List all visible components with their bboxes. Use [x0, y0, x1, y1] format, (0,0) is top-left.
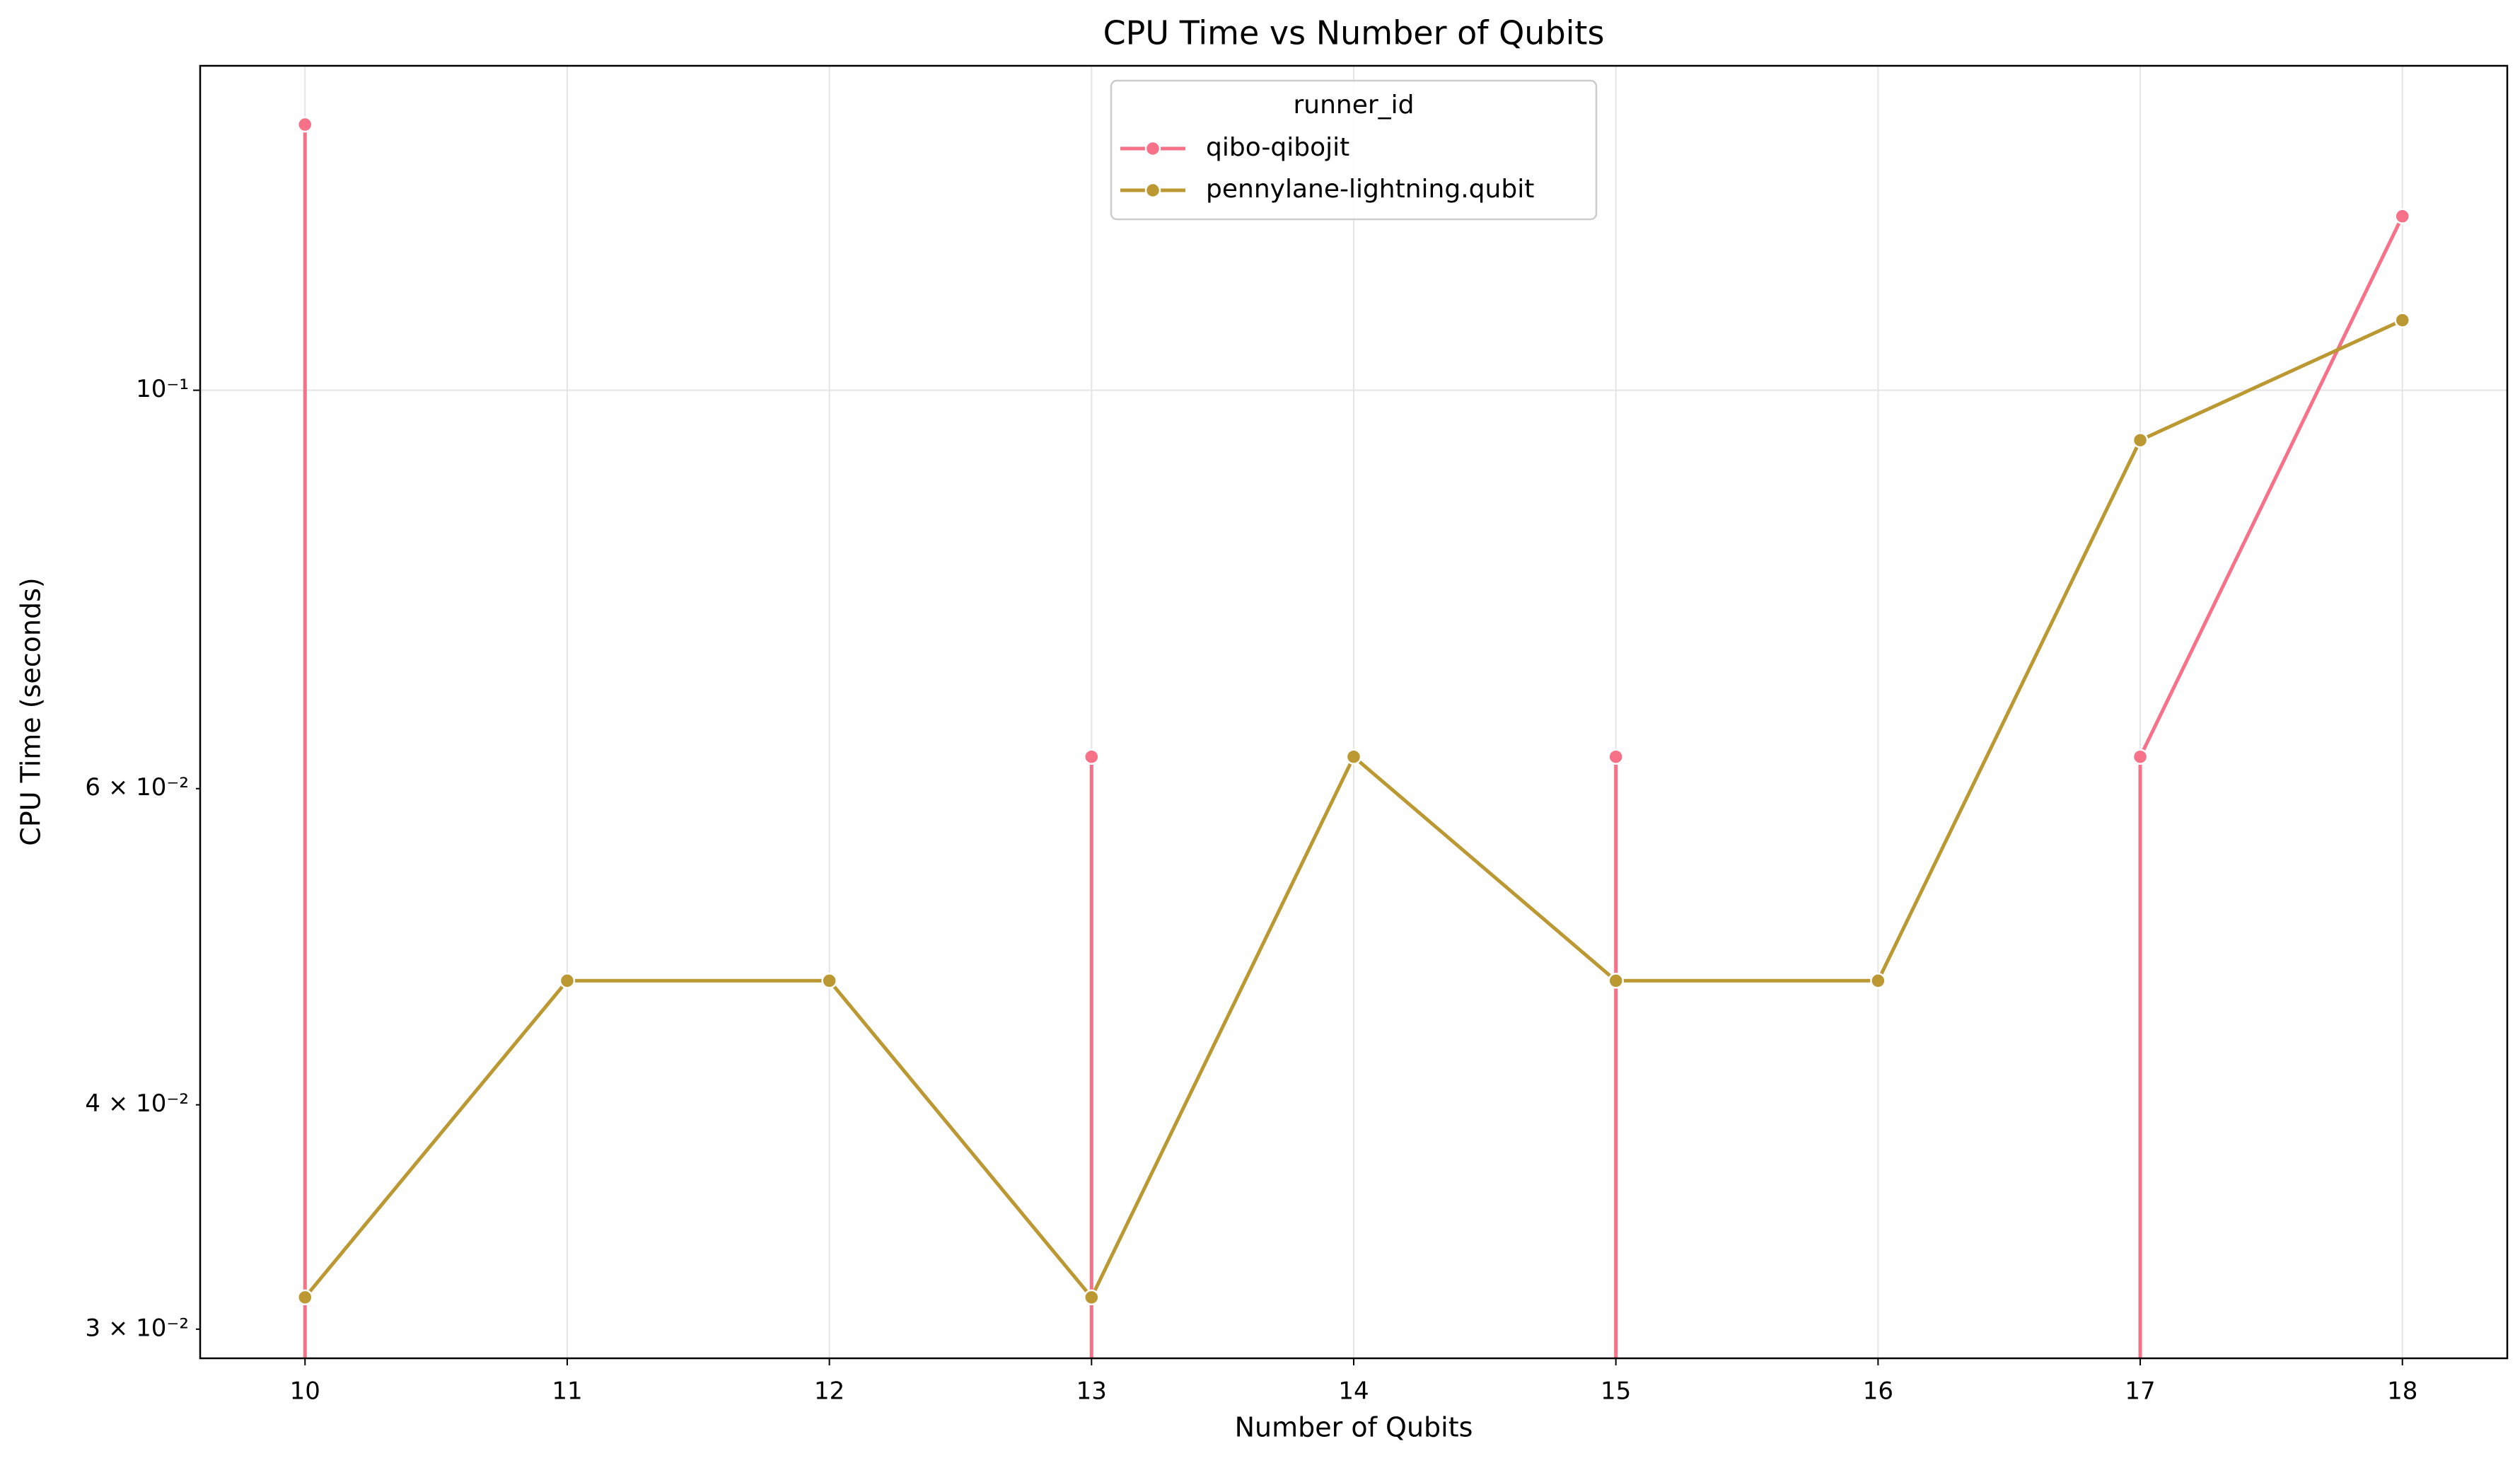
legend-label: qibo-qibojit — [1206, 133, 1349, 162]
x-tick-label: 10 — [290, 1377, 320, 1406]
x-tick-label: 12 — [814, 1377, 844, 1406]
legend-marker — [1144, 140, 1161, 157]
data-point — [2394, 208, 2410, 224]
data-point — [1084, 748, 1100, 765]
y-tick-label: 4 × 10⁻² — [85, 1089, 189, 1118]
y-tick-label: 10⁻¹ — [136, 375, 189, 403]
x-tick-label: 13 — [1076, 1377, 1107, 1406]
data-point — [297, 116, 313, 133]
y-axis-label: CPU Time (seconds) — [16, 577, 47, 845]
chart-title: CPU Time vs Number of Qubits — [1103, 14, 1605, 52]
legend-marker — [1144, 182, 1161, 199]
x-axis-label: Number of Qubits — [1235, 1412, 1473, 1443]
data-point — [2394, 312, 2410, 328]
plot-area — [297, 116, 2410, 1358]
x-tick-label: 15 — [1601, 1377, 1631, 1406]
data-point — [2132, 748, 2149, 765]
grid — [200, 66, 2507, 1358]
data-point — [1608, 973, 1624, 989]
y-tick-label: 6 × 10⁻² — [85, 773, 189, 802]
axes: 10 11 12 13 14 15 16 17 18 10⁻¹ 6 × 10⁻² 4 × 10⁻² 3 … — [85, 375, 2417, 1405]
x-tick-label: 14 — [1338, 1377, 1369, 1406]
legend-title: runner_id — [1293, 91, 1414, 120]
data-point — [1345, 748, 1362, 765]
x-tick-label: 11 — [552, 1377, 582, 1406]
data-point — [1608, 748, 1624, 765]
x-tick-label: 18 — [2387, 1377, 2417, 1406]
y-tick-label: 3 × 10⁻² — [85, 1314, 189, 1342]
data-point — [559, 973, 576, 989]
x-tick-label: 16 — [1863, 1377, 1893, 1406]
data-point — [1084, 1289, 1100, 1306]
data-point — [2132, 432, 2149, 449]
data-point — [297, 1289, 313, 1306]
legend: runner_id qibo-qibojit pennylane-lightnin… — [1110, 79, 1598, 221]
data-point — [821, 973, 837, 989]
data-point — [1870, 973, 1886, 989]
x-tick-label: 17 — [2125, 1377, 2155, 1406]
legend-label: pennylane-lightning.qubit — [1206, 175, 1534, 204]
legend-box — [1110, 79, 1598, 221]
